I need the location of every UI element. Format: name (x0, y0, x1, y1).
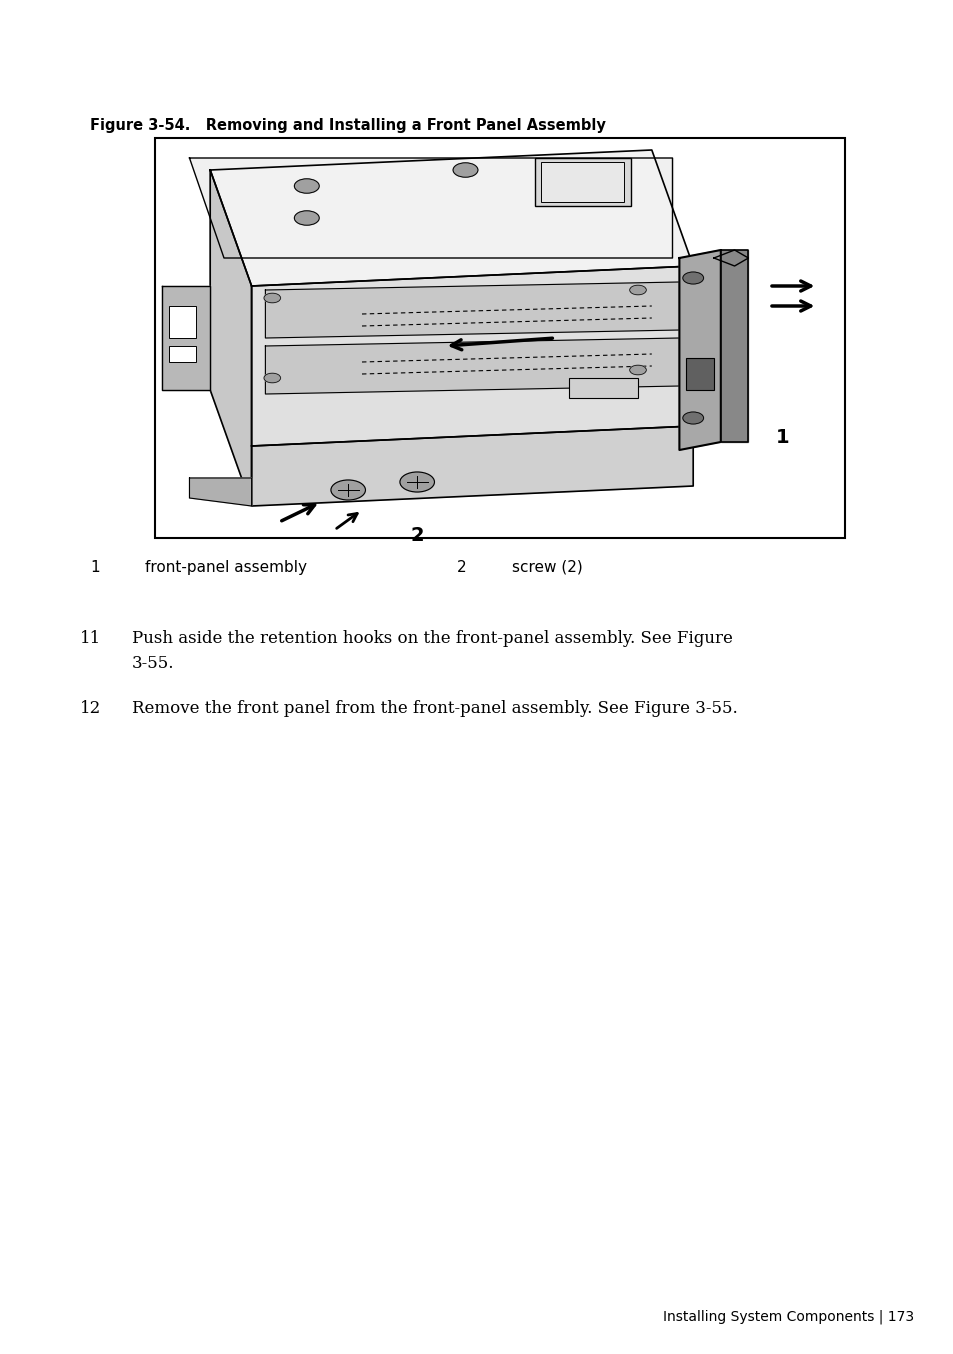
Circle shape (682, 412, 702, 424)
Polygon shape (210, 150, 693, 286)
Bar (685, 357, 713, 390)
Bar (154, 138, 844, 538)
Text: 2: 2 (456, 561, 466, 575)
Text: Installing System Components | 173: Installing System Components | 173 (662, 1309, 913, 1324)
Bar (169, 306, 196, 338)
Polygon shape (252, 427, 693, 506)
Polygon shape (252, 265, 693, 445)
Bar (169, 347, 196, 362)
Circle shape (399, 473, 434, 492)
Text: Remove the front panel from the front-panel assembly. See Figure 3-55.: Remove the front panel from the front-pa… (132, 700, 737, 718)
Circle shape (331, 481, 365, 500)
Circle shape (453, 162, 477, 177)
Bar (568, 378, 638, 398)
Polygon shape (190, 478, 252, 506)
Circle shape (264, 374, 280, 383)
Polygon shape (679, 250, 720, 450)
Circle shape (629, 286, 645, 295)
Bar (534, 158, 631, 206)
Polygon shape (720, 250, 747, 441)
Circle shape (682, 272, 702, 284)
Polygon shape (265, 338, 679, 394)
Text: 11: 11 (80, 630, 101, 647)
Text: 1: 1 (775, 428, 789, 448)
Circle shape (264, 294, 280, 303)
Text: 1: 1 (90, 561, 99, 575)
Text: Figure 3-54.   Removing and Installing a Front Panel Assembly: Figure 3-54. Removing and Installing a F… (90, 118, 605, 133)
Text: front-panel assembly: front-panel assembly (145, 561, 307, 575)
Circle shape (294, 179, 319, 194)
Circle shape (294, 211, 319, 225)
Text: screw (2): screw (2) (512, 561, 582, 575)
Polygon shape (190, 158, 672, 259)
Bar (541, 162, 623, 202)
Polygon shape (162, 286, 210, 390)
Circle shape (629, 366, 645, 375)
Text: 12: 12 (80, 700, 101, 718)
Polygon shape (210, 171, 252, 506)
Text: Push aside the retention hooks on the front-panel assembly. See Figure
3-55.: Push aside the retention hooks on the fr… (132, 630, 732, 672)
Text: 2: 2 (410, 525, 423, 546)
Polygon shape (265, 282, 679, 338)
